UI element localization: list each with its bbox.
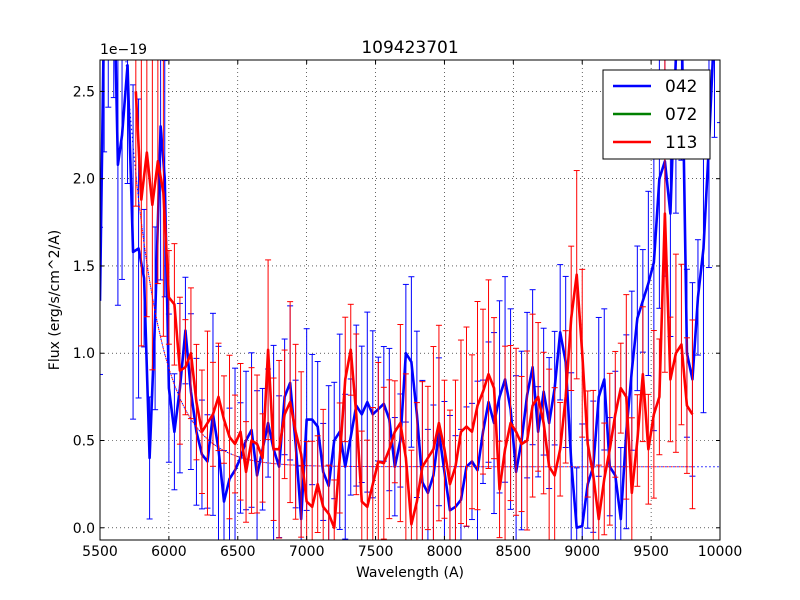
model-line	[135, 174, 693, 468]
legend-label-042: 042	[665, 77, 697, 97]
y-tick-label: 1.0	[73, 346, 95, 362]
y-tick-label: 0.5	[73, 434, 95, 450]
x-tick-label: 7500	[358, 544, 394, 560]
x-tick-label: 10000	[698, 544, 743, 560]
chart-title: 109423701	[361, 38, 458, 58]
x-tick-label: 8500	[496, 544, 532, 560]
legend-label-113: 113	[665, 133, 697, 153]
y-tick-label: 2.5	[73, 84, 95, 100]
x-tick-label: 7000	[289, 544, 325, 560]
legend: 042 072 113	[602, 69, 711, 160]
x-tick-label: 6000	[151, 544, 187, 560]
x-tick-label: 9000	[564, 544, 600, 560]
y-axis-label: Flux (erg/s/cm^2/A)	[47, 230, 63, 370]
y-tick-label: 2.0	[73, 172, 95, 188]
x-tick-label: 6500	[220, 544, 256, 560]
series-layer	[100, 60, 720, 540]
y-offset-text: 1e−19	[100, 42, 147, 58]
x-axis-label: Wavelength (A)	[356, 565, 464, 581]
plot-frame	[99, 59, 721, 541]
y-tick-label: 1.5	[73, 259, 95, 275]
x-tick-label: 5500	[82, 544, 118, 560]
legend-label-072: 072	[665, 105, 697, 125]
series-113	[132, 60, 696, 540]
x-tick-label: 8000	[427, 544, 463, 560]
axis-ticks: 5500 6000 6500 7000 7500 8000 8500 9000 9500 1000…	[73, 60, 743, 560]
series-line	[134, 91, 694, 530]
x-tick-label: 9500	[633, 544, 669, 560]
y-tick-label: 0.0	[73, 521, 95, 537]
